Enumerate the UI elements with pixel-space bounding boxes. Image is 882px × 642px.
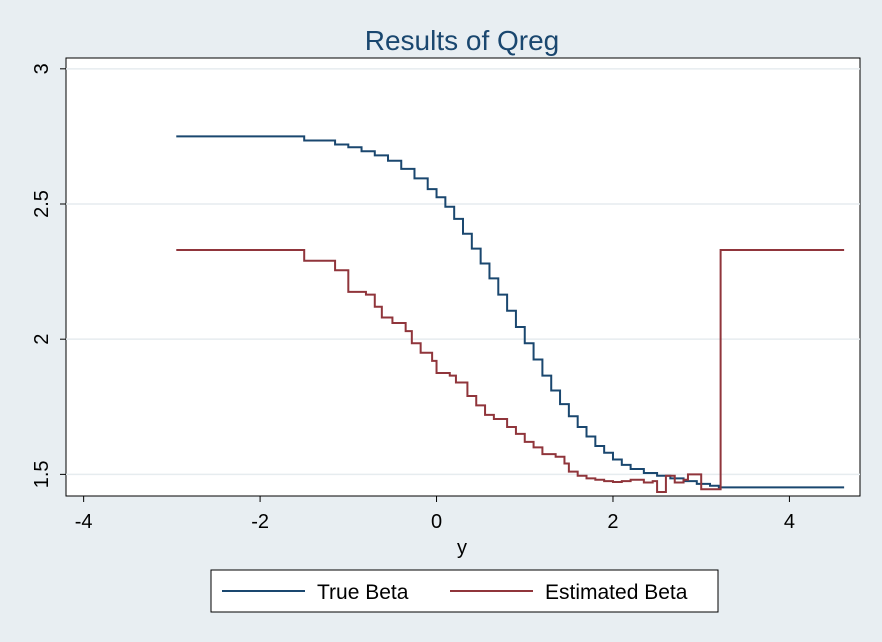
x-tick-label: 0 [431, 511, 442, 533]
plot-area [65, 57, 861, 497]
legend: True Beta Estimated Beta [210, 569, 719, 613]
y-tick-label: 2 [31, 334, 53, 345]
series-line-estimated-beta [176, 248, 845, 493]
y-axis: 1.5 2 2.5 3 [31, 63, 66, 488]
y-grid [66, 68, 860, 476]
y-tick-label: 3 [31, 63, 53, 74]
x-tick-label: 4 [784, 511, 795, 533]
series-lines [176, 135, 845, 493]
x-tick-label: -2 [251, 511, 269, 533]
x-tick-label: 2 [607, 511, 618, 533]
series-line-true-beta [176, 135, 845, 489]
x-axis: -4 -2 0 2 4 [75, 496, 795, 533]
y-tick-label: 1.5 [31, 460, 53, 488]
x-axis-label: y [457, 537, 467, 559]
x-tick-label: -4 [75, 511, 93, 533]
y-tick-label: 2.5 [31, 190, 53, 218]
legend-label-estimated-beta: Estimated Beta [545, 581, 688, 604]
chart-title: Results of Qreg [365, 25, 560, 56]
legend-label-true-beta: True Beta [317, 581, 409, 604]
